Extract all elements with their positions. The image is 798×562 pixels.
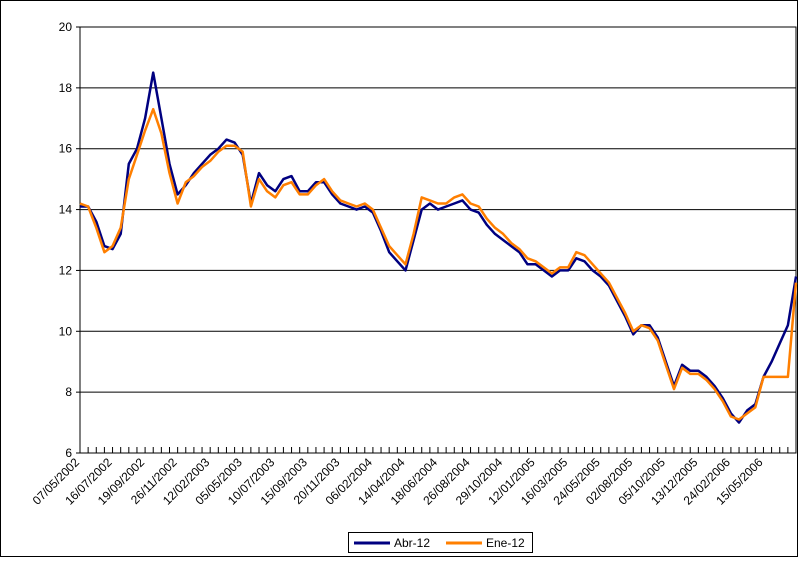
- y-tick-label: 20: [59, 20, 73, 34]
- plot-area: [79, 26, 797, 454]
- y-tick-label: 8: [65, 385, 72, 399]
- y-tick-label: 12: [59, 263, 73, 277]
- legend: Abr-12 Ene-12: [348, 532, 533, 553]
- y-tick-label: 16: [59, 142, 73, 156]
- y-tick-label: 6: [65, 446, 72, 460]
- y-tick-label: 14: [59, 203, 73, 217]
- series-line: [79, 107, 798, 421]
- legend-box: [348, 532, 533, 553]
- legend-label: Ene-12: [486, 536, 525, 550]
- legend-label: Abr-12: [394, 536, 430, 550]
- y-tick-label: 18: [59, 81, 73, 95]
- y-tick-label: 10: [59, 324, 73, 338]
